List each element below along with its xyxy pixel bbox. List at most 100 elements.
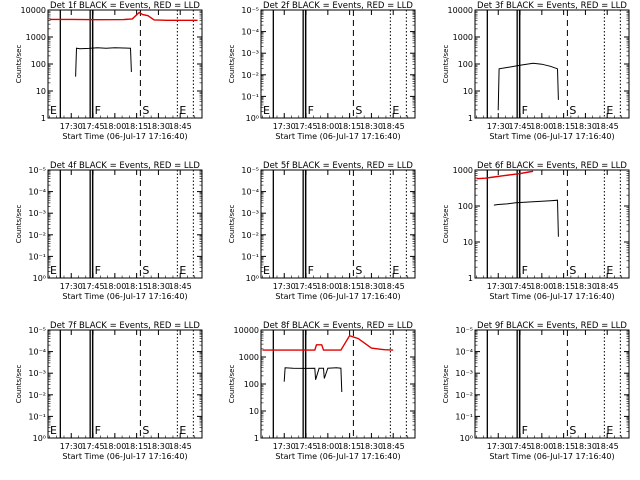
- event-marker-label-3: S: [355, 264, 362, 277]
- x-tick-label: 17:30: [273, 122, 296, 131]
- y-tick-label: 100: [458, 60, 473, 69]
- y-axis-label: Counts/sec: [15, 45, 23, 84]
- events-series-line: [75, 47, 132, 77]
- x-tick-label: 17:30: [487, 282, 510, 291]
- event-marker-label-2: F: [95, 104, 101, 117]
- x-tick-label: 17:45: [295, 122, 318, 131]
- y-axis-label: Counts/sec: [228, 365, 236, 404]
- event-marker-label-4: E: [606, 264, 613, 277]
- x-tick-label: 18:15: [338, 442, 361, 451]
- x-tick-label: 17:45: [82, 122, 105, 131]
- event-marker-label-3: S: [142, 424, 149, 437]
- detector-panel-6: Det 6f BLACK = Events, RED = LLD 1 10 100 10…: [442, 161, 630, 301]
- event-marker-label-2: F: [308, 104, 314, 117]
- y-tick-label: 10⁻²: [28, 231, 46, 240]
- y-tick-label: 10⁻⁵: [28, 166, 46, 175]
- y-axis-label: Counts/sec: [228, 205, 236, 244]
- x-tick-label: 17:30: [60, 442, 83, 451]
- event-marker-label-4: E: [392, 104, 399, 117]
- detector-panel-5: Det 5f BLACK = Events, RED = LLD 10⁰ 10⁻¹ 1…: [228, 161, 416, 301]
- x-axis-label: Start Time (06-Jul-17 17:16:40): [62, 132, 187, 141]
- lld-series-line: [476, 170, 534, 180]
- panel-title: Det 9f BLACK = Events, RED = LLD: [477, 321, 627, 331]
- x-tick-label: 18:15: [125, 122, 148, 131]
- x-tick-label: 18:00: [530, 282, 553, 291]
- x-tick-label: 17:45: [509, 282, 532, 291]
- plot-frame: [260, 329, 416, 439]
- y-tick-label: 10⁻¹: [28, 412, 46, 421]
- y-tick-label: 10⁰: [460, 434, 473, 443]
- panel-title: Det 4f BLACK = Events, RED = LLD: [50, 161, 200, 171]
- panel-title: Det 2f BLACK = Events, RED = LLD: [263, 1, 413, 11]
- x-tick-label: 18:30: [574, 122, 597, 131]
- y-tick-label: 10⁰: [33, 434, 46, 443]
- panel-title: Det 1f BLACK = Events, RED = LLD: [50, 1, 200, 11]
- y-tick-label: 10000: [448, 6, 473, 15]
- event-marker-label-1: E: [263, 104, 270, 117]
- plot-frame: [47, 9, 203, 119]
- event-marker-label-4: E: [606, 424, 613, 437]
- event-marker-label-3: S: [569, 104, 576, 117]
- x-tick-label: 18:00: [316, 442, 339, 451]
- y-tick-label: 10⁻¹: [241, 92, 259, 101]
- panel-title: Det 3f BLACK = Events, RED = LLD: [477, 1, 627, 11]
- event-marker-label-1: E: [50, 424, 57, 437]
- x-tick-label: 18:00: [103, 282, 126, 291]
- lld-series-line: [49, 11, 198, 21]
- y-tick-label: 10⁻³: [455, 369, 473, 378]
- x-tick-label: 17:45: [509, 442, 532, 451]
- x-tick-label: 18:00: [103, 122, 126, 131]
- x-axis-label: Start Time (06-Jul-17 17:16:40): [275, 132, 400, 141]
- x-tick-label: 18:45: [596, 282, 619, 291]
- y-tick-label: 1000: [26, 33, 46, 42]
- y-tick-label: 10: [463, 87, 473, 96]
- x-axis-label: Start Time (06-Jul-17 17:16:40): [62, 452, 187, 461]
- x-tick-label: 18:45: [596, 442, 619, 451]
- x-tick-label: 18:45: [169, 282, 192, 291]
- y-tick-label: 1000: [239, 353, 259, 362]
- x-tick-label: 18:45: [169, 122, 192, 131]
- x-tick-label: 18:30: [574, 442, 597, 451]
- x-tick-label: 18:30: [147, 122, 170, 131]
- y-tick-label: 10⁻¹: [455, 412, 473, 421]
- event-marker-label-2: F: [522, 424, 528, 437]
- y-tick-label: 10: [249, 407, 259, 416]
- y-tick-label: 10⁻⁴: [241, 188, 259, 197]
- plot-frame: [474, 169, 630, 279]
- detector-panel-7: Det 7f BLACK = Events, RED = LLD 10⁰ 10⁻¹ 1…: [15, 321, 203, 461]
- x-tick-label: 17:30: [487, 442, 510, 451]
- detector-panel-2: Det 2f BLACK = Events, RED = LLD 10⁰ 10⁻¹ 1…: [228, 1, 416, 141]
- x-tick-label: 17:45: [509, 122, 532, 131]
- y-tick-label: 10⁰: [246, 114, 259, 123]
- x-axis-label: Start Time (06-Jul-17 17:16:40): [489, 132, 614, 141]
- event-marker-label-4: E: [179, 264, 186, 277]
- detector-panel-1: Det 1f BLACK = Events, RED = LLD 1 10 100 10…: [15, 1, 203, 141]
- x-tick-label: 18:00: [316, 122, 339, 131]
- x-axis-label: Start Time (06-Jul-17 17:16:40): [275, 292, 400, 301]
- y-tick-label: 10⁻⁴: [241, 28, 259, 37]
- y-tick-label: 10⁻⁴: [455, 348, 473, 357]
- y-tick-label: 10: [36, 87, 46, 96]
- x-tick-label: 18:30: [360, 282, 383, 291]
- y-tick-label: 10⁻³: [241, 209, 259, 218]
- event-marker-label-2: F: [308, 264, 314, 277]
- y-tick-label: 1: [41, 114, 46, 123]
- y-axis-label: Counts/sec: [15, 205, 23, 244]
- x-tick-label: 18:00: [316, 282, 339, 291]
- event-marker-label-3: S: [142, 104, 149, 117]
- event-marker-label-3: S: [569, 264, 576, 277]
- x-tick-label: 18:30: [360, 122, 383, 131]
- y-tick-label: 1: [468, 114, 473, 123]
- y-tick-label: 10⁻³: [28, 209, 46, 218]
- x-tick-label: 17:30: [273, 442, 296, 451]
- y-tick-label: 10000: [234, 326, 259, 335]
- x-axis-label: Start Time (06-Jul-17 17:16:40): [62, 292, 187, 301]
- x-tick-label: 18:15: [338, 122, 361, 131]
- x-tick-label: 18:30: [360, 442, 383, 451]
- event-marker-label-3: S: [355, 104, 362, 117]
- panel-title: Det 5f BLACK = Events, RED = LLD: [263, 161, 413, 171]
- event-marker-label-2: F: [522, 264, 528, 277]
- x-tick-label: 18:15: [125, 282, 148, 291]
- x-axis-label: Start Time (06-Jul-17 17:16:40): [275, 452, 400, 461]
